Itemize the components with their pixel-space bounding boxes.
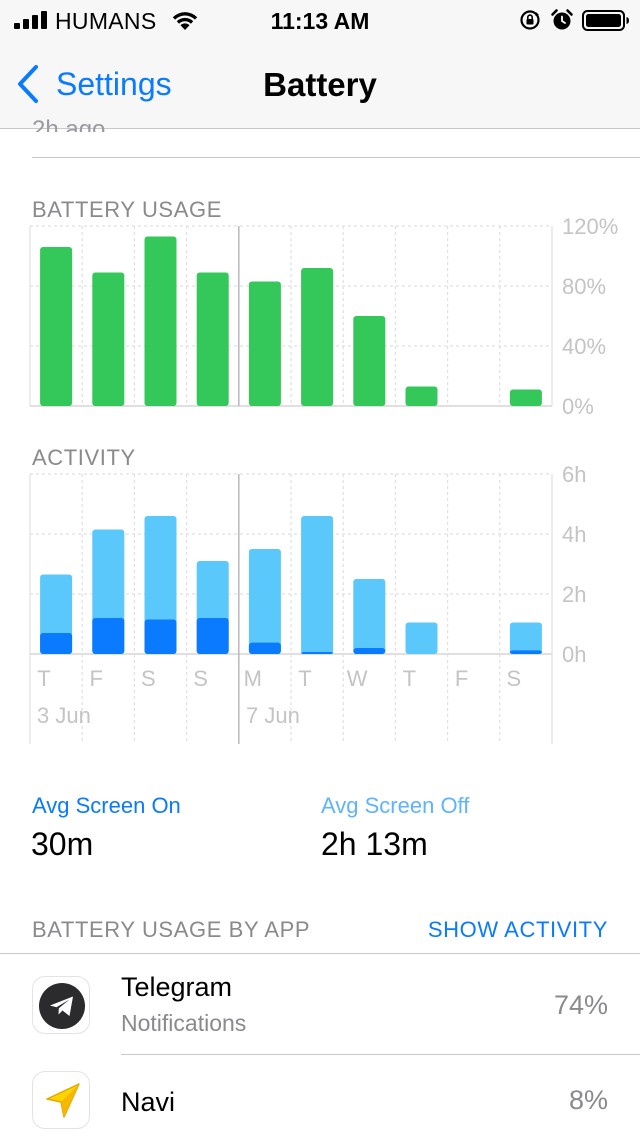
- date-label: 7 Jun: [246, 703, 300, 728]
- status-bar: HUMANS 11:13 AM: [0, 0, 640, 40]
- screen-on-bar: [301, 652, 334, 654]
- battery-bar: [196, 272, 229, 406]
- battery-bar: [301, 268, 334, 406]
- app-row-telegram[interactable]: Telegram Notifications 74%: [0, 954, 640, 1054]
- screen-off-bar: [301, 516, 334, 654]
- last-charged-text: 2h ago: [32, 116, 106, 132]
- wifi-icon: [172, 12, 198, 30]
- activity-y-tick: 2h: [562, 582, 587, 607]
- battery-icon: [582, 10, 629, 31]
- telegram-icon: [32, 976, 90, 1034]
- battery-y-tick: 0%: [562, 394, 594, 419]
- battery-bar: [405, 386, 438, 406]
- app-detail: Notifications: [121, 1010, 247, 1036]
- battery-usage-heading: BATTERY USAGE: [32, 197, 222, 222]
- battery-bar: [92, 272, 125, 406]
- avg-screen-off-label: Avg Screen Off: [321, 793, 470, 818]
- day-label: T: [37, 666, 51, 691]
- day-label: M: [243, 666, 262, 691]
- day-label: S: [141, 666, 156, 691]
- screen-off-bar: [248, 549, 281, 654]
- screen-on-bar: [144, 619, 177, 654]
- day-label: F: [89, 666, 103, 691]
- screen-on-bar: [353, 648, 386, 654]
- activity-heading: ACTIVITY: [32, 445, 136, 470]
- battery-y-tick: 40%: [562, 334, 607, 359]
- usage-by-app-heading: BATTERY USAGE BY APP: [32, 917, 311, 942]
- back-button-label: Settings: [56, 65, 172, 102]
- app-percent: 74%: [553, 990, 608, 1020]
- screen-off-bar: [353, 579, 386, 654]
- battery-y-tick: 120%: [562, 214, 619, 239]
- battery-y-tick: 80%: [562, 274, 607, 299]
- screen-on-bar: [196, 618, 229, 654]
- battery-bar: [248, 281, 281, 406]
- screen-on-bar: [92, 618, 125, 654]
- activity-y-tick: 0h: [562, 642, 587, 667]
- day-label: T: [298, 666, 312, 691]
- rotation-lock-icon: [520, 10, 540, 30]
- chevron-left-icon: [18, 65, 38, 103]
- day-label: S: [193, 666, 208, 691]
- show-activity-button[interactable]: SHOW ACTIVITY: [427, 917, 608, 942]
- battery-bar: [509, 389, 542, 406]
- battery-bar: [353, 316, 386, 406]
- day-label: T: [402, 666, 417, 691]
- app-name: Navi: [121, 1087, 176, 1117]
- screen-off-bar: [509, 622, 542, 654]
- avg-screen-off-value: 2h 13m: [321, 826, 428, 862]
- navi-icon: [32, 1071, 90, 1129]
- divider: [32, 157, 640, 158]
- day-label: F: [454, 666, 469, 691]
- navigation-bar: Settings Battery: [0, 40, 640, 129]
- alarm-icon: [551, 9, 573, 30]
- app-percent: 8%: [568, 1085, 608, 1115]
- screen-on-bar: [509, 650, 542, 654]
- activity-y-tick: 4h: [562, 522, 587, 547]
- divider: [121, 1054, 640, 1055]
- screen-on-bar: [40, 633, 73, 654]
- carrier-name: HUMANS: [55, 8, 157, 34]
- battery-bar: [144, 236, 177, 406]
- battery-bar: [40, 247, 73, 406]
- date-label: 3 Jun: [37, 703, 91, 728]
- avg-screen-on-label: Avg Screen On: [32, 793, 181, 818]
- app-row-navi[interactable]: Navi 8%: [0, 1055, 640, 1136]
- app-name: Telegram: [121, 972, 233, 1002]
- clock: 11:13 AM: [270, 8, 370, 34]
- day-label: W: [346, 666, 368, 691]
- page-title: Battery: [263, 66, 377, 103]
- screen-off-bar: [405, 622, 438, 654]
- signal-icon: [14, 11, 47, 29]
- back-button[interactable]: Settings: [16, 64, 172, 104]
- screen-on-bar: [248, 642, 281, 654]
- usage-charts: [29, 225, 553, 744]
- avg-screen-on-value: 30m: [31, 826, 94, 862]
- day-label: S: [506, 666, 522, 691]
- activity-y-tick: 6h: [562, 462, 587, 487]
- divider: [0, 953, 640, 954]
